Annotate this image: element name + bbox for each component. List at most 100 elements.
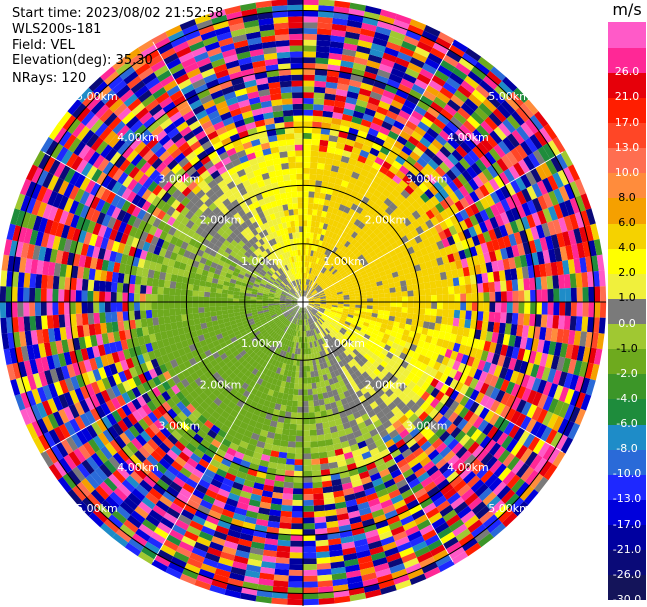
gate-cell — [371, 142, 383, 152]
gate-cell — [201, 344, 210, 353]
gate-cell — [416, 206, 426, 217]
gate-cell — [571, 243, 580, 260]
gate-cell — [464, 386, 475, 399]
gate-cell — [314, 303, 321, 305]
gate-cell — [258, 314, 265, 319]
gate-cell — [366, 247, 374, 254]
gate-cell — [224, 376, 233, 385]
gate-cell — [441, 173, 453, 185]
gate-cell — [366, 172, 376, 181]
gate-cell — [432, 265, 440, 275]
gate-cell — [402, 267, 410, 275]
gate-cell — [305, 325, 308, 331]
gate-cell — [211, 320, 219, 327]
gate-cell — [359, 247, 367, 255]
gate-cell — [408, 180, 419, 191]
gate-cell — [224, 276, 231, 283]
gate-cell — [358, 507, 372, 516]
gate-cell — [327, 140, 337, 148]
gate-cell — [289, 564, 303, 571]
gate-cell — [92, 222, 102, 236]
gate-cell — [53, 426, 66, 442]
gate-cell — [245, 310, 252, 315]
gate-cell — [445, 514, 461, 527]
gate-cell — [46, 288, 53, 302]
gate-cell — [177, 514, 192, 526]
gate-cell — [170, 322, 178, 330]
gate-cell — [362, 431, 372, 441]
gate-cell — [558, 402, 570, 419]
gate-cell — [265, 532, 279, 540]
gate-cell — [357, 320, 364, 325]
gate-cell — [405, 563, 422, 575]
gate-cell — [460, 510, 476, 524]
gate-cell — [559, 302, 566, 316]
gate-cell — [322, 175, 330, 183]
gate-cell — [358, 561, 374, 570]
gate-cell — [376, 231, 385, 240]
gate-cell — [159, 363, 168, 374]
gate-cell — [397, 203, 407, 213]
gate-cell — [344, 558, 359, 567]
gate-cell — [411, 462, 423, 474]
gate-cell — [431, 154, 444, 166]
gate-cell — [464, 514, 480, 529]
gate-cell — [226, 360, 234, 369]
gate-cell — [330, 561, 345, 569]
gate-cell — [292, 304, 298, 307]
gate-cell — [259, 410, 267, 419]
gate-cell — [265, 335, 272, 341]
gate-cell — [450, 243, 459, 254]
gate-cell — [407, 135, 420, 147]
gate-cell — [440, 59, 456, 73]
gate-cell — [245, 355, 253, 363]
gate-cell — [278, 322, 284, 328]
gate-cell — [94, 467, 108, 482]
gate-cell — [288, 322, 293, 328]
gate-cell — [243, 479, 255, 488]
gate-cell — [365, 220, 374, 229]
gate-cell — [210, 315, 218, 322]
gate-cell — [296, 324, 300, 331]
gate-cell — [434, 401, 445, 413]
gate-cell — [303, 307, 306, 314]
gate-cell — [508, 424, 521, 439]
gate-cell — [364, 212, 373, 221]
gate-cell — [269, 291, 276, 295]
gate-cell — [479, 80, 495, 94]
gate-cell — [192, 488, 206, 500]
gate-cell — [303, 86, 315, 93]
gate-cell — [42, 203, 53, 220]
gate-cell — [412, 541, 428, 553]
gate-cell — [310, 329, 314, 336]
gate-cell — [305, 291, 309, 297]
gate-cell — [343, 302, 350, 305]
gate-cell — [290, 353, 295, 360]
gate-cell — [437, 177, 448, 189]
gate-cell — [431, 295, 438, 302]
gate-cell — [496, 104, 511, 119]
gate-cell — [104, 518, 120, 534]
gate-cell — [255, 341, 262, 348]
gate-cell — [362, 577, 379, 588]
gate-cell — [236, 544, 251, 553]
gate-cell — [518, 290, 525, 302]
gate-cell — [77, 360, 87, 375]
gate-cell — [313, 104, 324, 111]
gate-cell — [339, 345, 346, 352]
gate-cell — [318, 325, 324, 332]
gate-cell — [438, 404, 450, 416]
gate-cell — [307, 394, 314, 401]
gate-cell — [452, 415, 464, 427]
gate-cell — [330, 165, 340, 173]
gate-cell — [27, 213, 37, 230]
gate-cell — [369, 401, 379, 410]
gate-cell — [493, 322, 501, 333]
gate-cell — [382, 174, 393, 185]
gate-cell — [285, 405, 292, 413]
gate-cell — [300, 307, 302, 314]
gate-cell — [593, 239, 603, 256]
gate-cell — [307, 312, 311, 318]
gate-cell — [546, 275, 554, 290]
gate-cell — [488, 477, 503, 492]
